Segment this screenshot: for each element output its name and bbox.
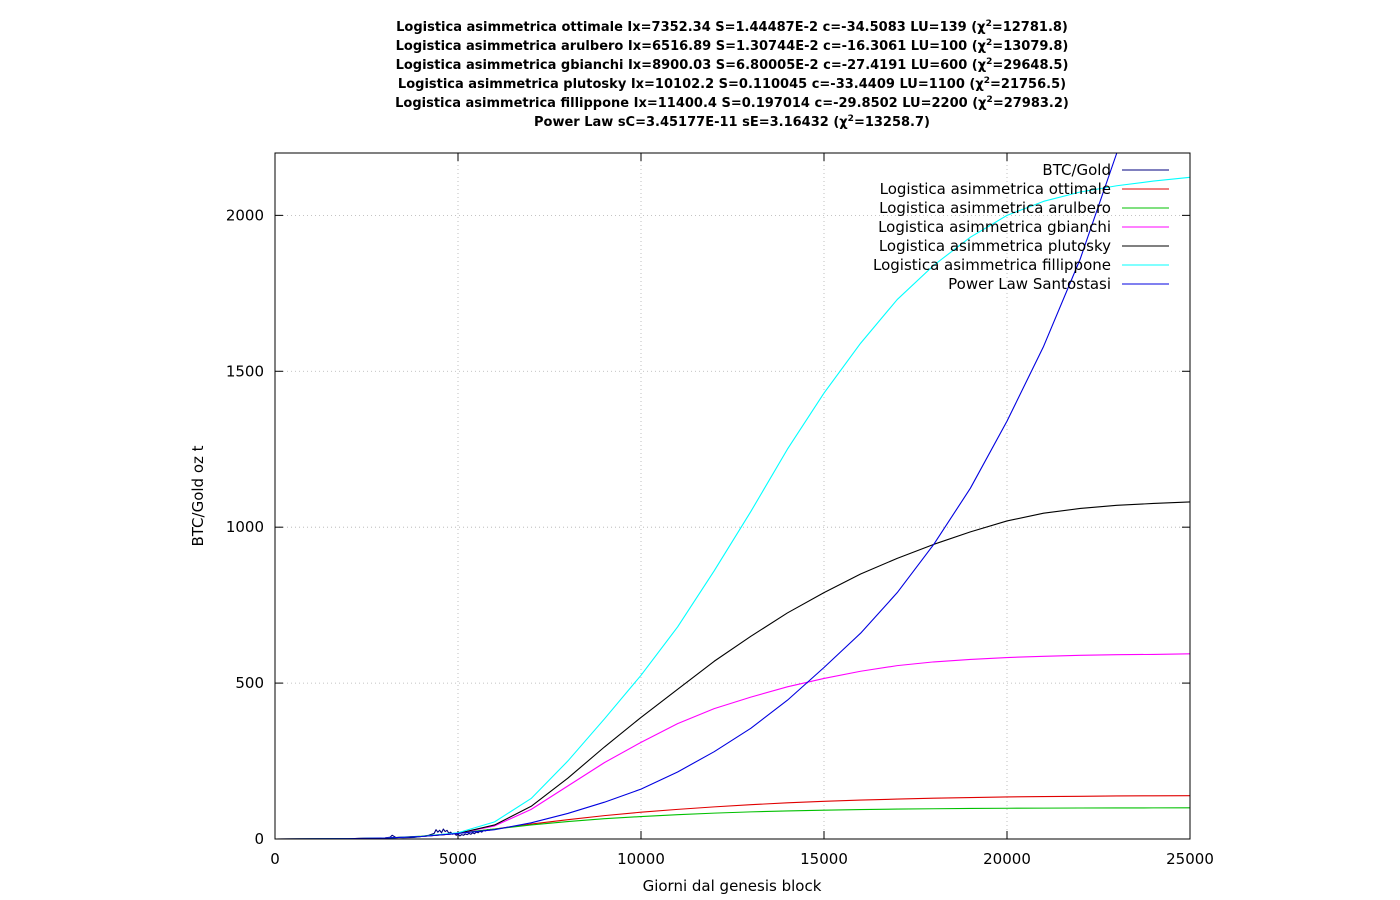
chart-title-line: Logistica asimmetrica plutosky Ix=10102.… [397,76,1067,93]
x-tick-label: 15000 [800,850,848,868]
chart-title-block: Logistica asimmetrica ottimale Ix=7352.3… [0,18,1400,132]
legend-label: Logistica asimmetrica gbianchi [878,218,1111,236]
x-tick-label: 0 [270,850,280,868]
chart-title-line: Power Law sC=3.45177E-11 sE=3.16432 (χ2=… [534,114,930,131]
series-line [275,653,1190,839]
x-tick-label: 10000 [617,850,665,868]
x-axis-label: Giorni dal genesis block [643,877,822,895]
series-line [275,795,1190,839]
chart-title-line: Logistica asimmetrica arulbero Ix=6516.8… [395,38,1069,55]
x-tick-label: 5000 [439,850,477,868]
series-line [275,153,1118,839]
legend-label: Logistica asimmetrica ottimale [880,180,1111,198]
series-layer [275,153,1190,839]
y-tick-label: 1500 [226,362,264,380]
y-tick-label: 0 [254,830,264,848]
chart-title-line: Logistica asimmetrica fillippone Ix=1140… [395,95,1069,112]
series-line [275,501,1190,839]
plot-frame [274,152,1191,840]
series-line [275,807,1190,839]
y-tick-label: 2000 [226,206,264,224]
series-line [275,176,1190,839]
y-axis-label: BTC/Gold oz t [189,445,207,546]
grid-lines [275,153,1190,839]
axis-ticks: 0 5000 10000 15000 20000 25000 0 500 1000 1500 200… [226,153,1214,868]
y-tick-label: 500 [235,674,264,692]
legend-label: Logistica asimmetrica fillippone [873,256,1111,274]
x-tick-label: 20000 [983,850,1031,868]
legend-label: Logistica asimmetrica arulbero [879,199,1111,217]
y-tick-label: 1000 [226,518,264,536]
chart-title-line: Logistica asimmetrica ottimale Ix=7352.3… [396,19,1068,36]
legend-label: Power Law Santostasi [948,275,1111,293]
chart-title-line: Logistica asimmetrica gbianchi Ix=8900.0… [395,57,1069,74]
series-line [275,828,492,839]
legend-label: BTC/Gold [1042,161,1111,179]
x-tick-label: 25000 [1166,850,1214,868]
legend-label: Logistica asimmetrica plutosky [879,237,1111,255]
